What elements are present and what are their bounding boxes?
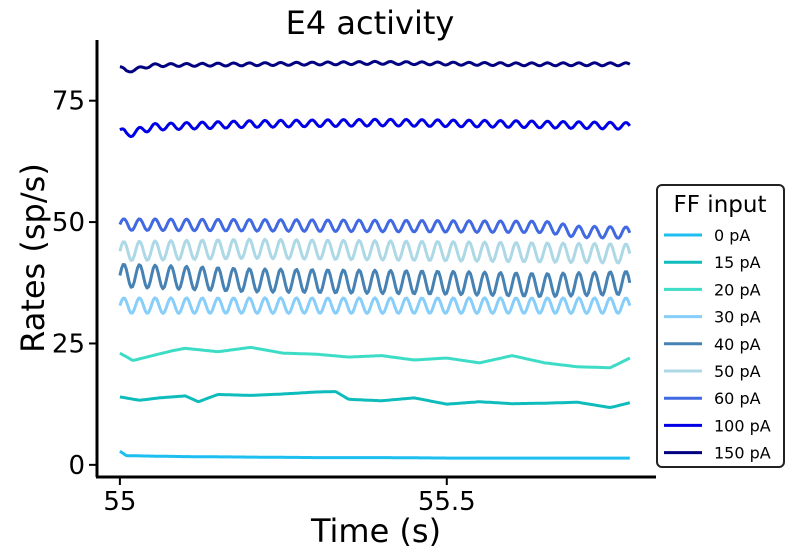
y-ticks: 0 25 50 75 [52,87,97,481]
series-line-60-pa [118,217,632,240]
series-line-40-pa [118,263,632,298]
series-line-30-pa [118,296,632,315]
y-axis-label: Rates (sp/s) [14,163,52,353]
legend-label: 30 pA [714,308,761,327]
legend-box [656,184,785,468]
y-tick-label: 25 [52,329,85,359]
legend-label: 50 pA [714,362,761,381]
series-line-100-pa [119,117,631,139]
y-tick-label: 75 [52,87,85,117]
series-line-15-pa [119,390,631,409]
legend-title: FF input [674,192,767,218]
series-line-150-pa [119,59,631,74]
series-line-0-pa [119,450,630,460]
x-axis-label: Time (s) [310,512,441,550]
legend-label: 0 pA [714,226,750,245]
legend-label: 60 pA [714,389,761,408]
series-line-20-pa [119,345,631,370]
legend: FF input 0 pA 15 pA 20 pA 30 pA 40 pA 50 pA 60… [656,184,785,468]
x-ticks: 55 55.5 [103,477,476,517]
plot-lines [118,59,632,460]
x-tick-label: 55.5 [418,487,476,517]
legend-label: 100 pA [714,416,771,435]
chart-title: E4 activity [286,4,455,42]
legend-label: 15 pA [714,253,761,272]
series-line-50-pa [118,237,632,265]
legend-label: 20 pA [714,280,761,299]
legend-items: 0 pA 15 pA 20 pA 30 pA 40 pA 50 pA 60 pA 100 pA… [664,226,771,463]
legend-label: 150 pA [714,444,771,463]
legend-label: 40 pA [714,335,761,354]
y-tick-label: 0 [68,451,85,481]
y-tick-label: 50 [52,208,85,238]
x-tick-label: 55 [103,487,136,517]
